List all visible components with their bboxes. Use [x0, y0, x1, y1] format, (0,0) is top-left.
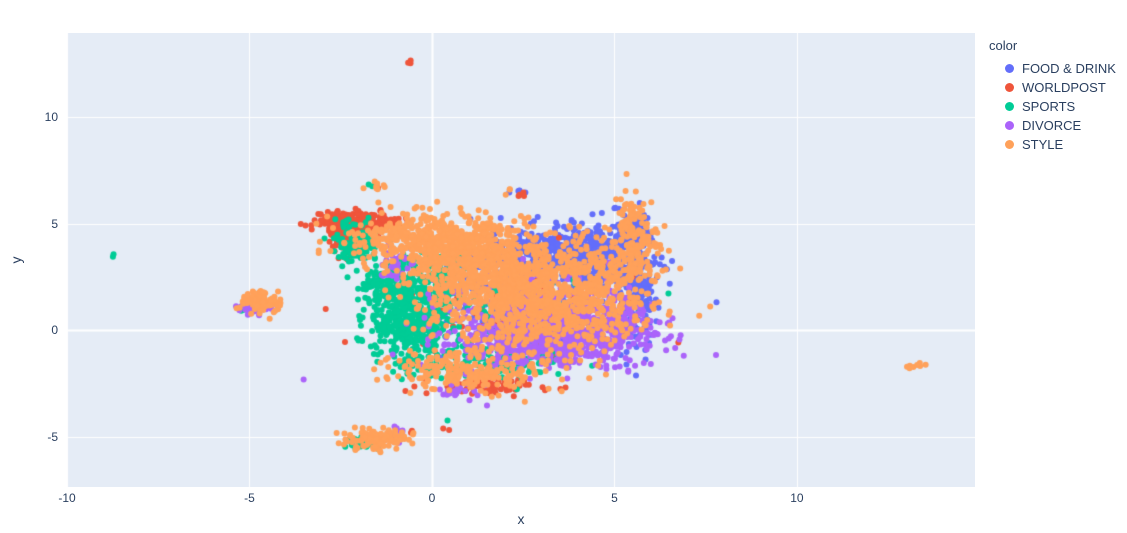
- y-tick-label: 0: [51, 323, 58, 338]
- y-tick-label: 5: [51, 216, 58, 231]
- legend-swatch-icon: [1005, 83, 1014, 92]
- legend-item-label: WORLDPOST: [1022, 80, 1106, 95]
- legend-item-label: DIVORCE: [1022, 118, 1082, 133]
- y-tick-label: -5: [47, 430, 58, 445]
- legend: color FOOD & DRINK WORLDPOST SPORTS DIVO…: [989, 38, 1116, 154]
- legend-item-label: STYLE: [1022, 137, 1064, 152]
- x-tick-label: -5: [244, 491, 255, 505]
- x-tick-label: 10: [790, 491, 804, 505]
- y-axis-title: y: [8, 256, 24, 264]
- legend-item-label: FOOD & DRINK: [1022, 61, 1116, 76]
- legend-item-worldpost[interactable]: WORLDPOST: [989, 78, 1116, 97]
- legend-item-divorce[interactable]: DIVORCE: [989, 116, 1116, 135]
- y-tick-label: 10: [44, 110, 58, 125]
- legend-item-sports[interactable]: SPORTS: [989, 97, 1116, 116]
- legend-item-style[interactable]: STYLE: [989, 135, 1116, 154]
- legend-item-label: SPORTS: [1022, 99, 1076, 114]
- x-axis-title: x: [517, 511, 525, 527]
- plot-area-canvas[interactable]: [67, 33, 975, 487]
- x-tick-label: -10: [58, 491, 76, 505]
- legend-swatch-icon: [1005, 140, 1014, 149]
- legend-swatch-icon: [1005, 102, 1014, 111]
- legend-swatch-icon: [1005, 121, 1014, 130]
- x-tick-label: 5: [611, 491, 618, 505]
- legend-item-food-drink[interactable]: FOOD & DRINK: [989, 59, 1116, 78]
- legend-swatch-icon: [1005, 64, 1014, 73]
- legend-title: color: [989, 38, 1018, 53]
- x-tick-label: 0: [428, 491, 436, 505]
